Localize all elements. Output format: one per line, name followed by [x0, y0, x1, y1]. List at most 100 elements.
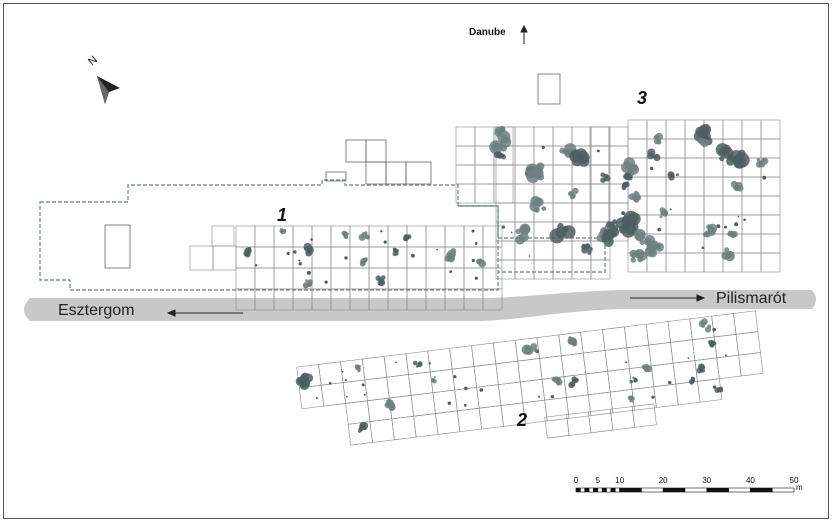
area-1-feature — [471, 229, 475, 233]
area-2-grid-square — [588, 408, 614, 434]
area-2-grid-square — [735, 331, 761, 356]
esztergom-label: Esztergom — [58, 302, 135, 319]
area-2-feature — [625, 361, 628, 364]
area-3-feature — [697, 137, 711, 148]
area-2-grid-square — [544, 414, 570, 439]
area-2-grid-square — [320, 382, 346, 407]
area-2-feature — [464, 386, 468, 391]
area-3-grid-square — [741, 233, 762, 254]
area-2-feature — [431, 376, 437, 384]
scale-segment — [580, 487, 586, 493]
area-2-feature — [447, 401, 451, 405]
area-3-grid-square — [741, 176, 762, 197]
west-arrow — [166, 309, 243, 317]
area-2-label: 2 — [517, 410, 528, 430]
area-3-grid-square — [514, 145, 535, 166]
area-3-grid-square — [722, 119, 743, 140]
area-3-grid-square — [493, 183, 514, 204]
area-2-grid-square — [517, 358, 543, 383]
area-3-feature — [657, 227, 661, 232]
area-1-grid-square — [482, 225, 503, 248]
area-1-feature — [341, 230, 349, 240]
scale-segment — [641, 487, 664, 493]
area-3-grid-square — [665, 252, 686, 273]
area-3-grid-square — [760, 252, 781, 273]
area-1-feature — [324, 280, 328, 284]
area-2-grid-square — [383, 353, 409, 378]
area-3-feature — [501, 225, 505, 229]
map-frame — [3, 3, 829, 519]
area-3-feature — [667, 171, 679, 181]
scale-tick-label: 30 — [702, 476, 712, 485]
area-3-grid-square — [552, 240, 573, 261]
area-2-grid-square — [623, 323, 650, 349]
area-3-grid-square — [495, 164, 516, 185]
area-3-grid-square — [571, 259, 592, 280]
area-1-feature — [383, 240, 387, 244]
area-2-grid-square — [561, 352, 587, 377]
area-3-feature — [737, 215, 740, 218]
area-3-feature — [606, 219, 619, 232]
area-2-feature — [428, 362, 431, 365]
area-1-grid-square — [463, 225, 484, 248]
area-2-grid-square — [733, 310, 759, 335]
area-1-grid-square — [482, 267, 503, 290]
area-2-feature — [354, 364, 361, 373]
scale-segment — [593, 487, 599, 493]
area-3-grid-square — [590, 126, 611, 147]
area-2-grid-square — [602, 326, 628, 351]
area-2-feature — [328, 381, 332, 385]
area-2-grid-square — [716, 354, 742, 380]
area-1-feature — [310, 238, 313, 241]
area-2-grid-square — [670, 339, 696, 364]
area-1-grid-square — [311, 267, 332, 290]
area-3-grid-square — [495, 183, 516, 204]
area-2-feature — [696, 363, 706, 374]
area-3-feature — [621, 181, 630, 191]
area-2-feature — [698, 318, 712, 333]
area-3-feature — [541, 145, 545, 149]
area-2-grid-square — [580, 329, 606, 354]
area-3-feature — [597, 149, 600, 153]
area-1-grid-square — [311, 225, 332, 248]
area-3-grid-square — [627, 119, 648, 140]
area-3-feature — [755, 157, 769, 168]
area-2-feature — [361, 383, 365, 387]
area-3-grid-square — [533, 259, 554, 280]
area-3-grid-square — [684, 157, 705, 178]
area-3-feature — [669, 208, 672, 211]
area-1-feature — [380, 230, 383, 233]
area-1-feature — [303, 242, 314, 257]
area-1-feature — [392, 247, 399, 257]
area-1-feature — [471, 258, 475, 263]
scale-segment — [597, 487, 603, 493]
area-2-grid-square — [318, 361, 344, 386]
isolated-trench-north — [537, 73, 561, 105]
area-3-grid-square — [703, 252, 724, 273]
area-2-feature — [651, 395, 655, 399]
scale-bar — [575, 487, 795, 493]
area-2-grid-square — [645, 321, 671, 346]
area-2-grid-square — [607, 368, 633, 393]
area-1-grid-square — [311, 246, 332, 269]
area-3-feature — [730, 180, 744, 192]
excavation-grid — [189, 119, 781, 446]
area-3-feature — [659, 207, 669, 219]
area-3-grid-square — [455, 183, 476, 204]
area-2-feature — [724, 354, 727, 357]
area-2-feature — [714, 386, 724, 393]
area-1-boundary — [39, 179, 499, 291]
area-3-grid-square — [703, 195, 724, 216]
area-2-feature — [521, 343, 538, 355]
area-3-feature — [529, 195, 547, 213]
area-1-grid-square — [273, 225, 294, 248]
area-2-grid-square — [473, 363, 499, 388]
area-2-feature — [641, 363, 653, 373]
area-3-feature — [489, 130, 512, 155]
area-2-grid-square — [631, 403, 657, 428]
area-3-feature — [727, 230, 738, 238]
area-2-feature — [712, 385, 717, 389]
area-3-grid-square — [571, 202, 592, 223]
area-1-feature — [449, 270, 453, 273]
area-2-grid-square — [476, 384, 502, 409]
